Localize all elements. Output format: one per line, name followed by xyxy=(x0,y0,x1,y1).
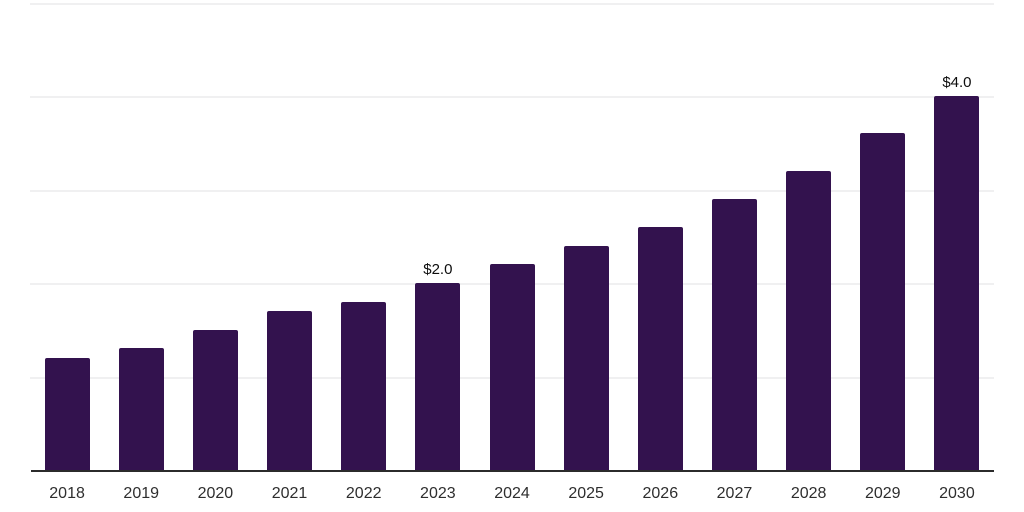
x-tick-label-2029: 2029 xyxy=(864,485,901,502)
x-tick-label-2019: 2019 xyxy=(123,485,160,502)
bar-2027 xyxy=(711,198,757,470)
gridline-5 xyxy=(30,2,994,5)
x-tick-label-2023: 2023 xyxy=(420,485,456,502)
bar-2028 xyxy=(786,170,832,470)
bar-2022 xyxy=(341,301,387,470)
bar-2025 xyxy=(563,245,609,470)
gridline-4 xyxy=(30,96,994,98)
bar-2029 xyxy=(860,133,906,470)
x-tick-label-2020: 2020 xyxy=(197,485,234,502)
x-tick-label-2021: 2021 xyxy=(271,485,308,502)
data-label-2023: $2.0 xyxy=(423,261,453,278)
x-tick-label-2027: 2027 xyxy=(716,485,753,502)
bar-2021 xyxy=(267,311,313,470)
x-tick-label-2026: 2026 xyxy=(642,485,679,502)
bar-2018 xyxy=(44,357,90,470)
x-axis-line xyxy=(31,470,994,472)
gridline-3 xyxy=(30,189,994,192)
bar-2023 xyxy=(415,283,461,470)
x-tick-label-2024: 2024 xyxy=(494,485,530,502)
x-tick-label-2030: 2030 xyxy=(939,485,975,502)
bar-2030 xyxy=(934,96,980,470)
bar-2020 xyxy=(192,329,238,470)
x-tick-label-2028: 2028 xyxy=(790,485,827,502)
x-tick-label-2018: 2018 xyxy=(49,485,85,502)
bar-2019 xyxy=(118,348,164,470)
bar-2026 xyxy=(637,226,683,470)
bar-2024 xyxy=(489,264,535,470)
x-tick-label-2025: 2025 xyxy=(568,485,604,502)
x-tick-label-2022: 2022 xyxy=(345,485,382,502)
data-label-2030: $4.0 xyxy=(942,74,972,91)
